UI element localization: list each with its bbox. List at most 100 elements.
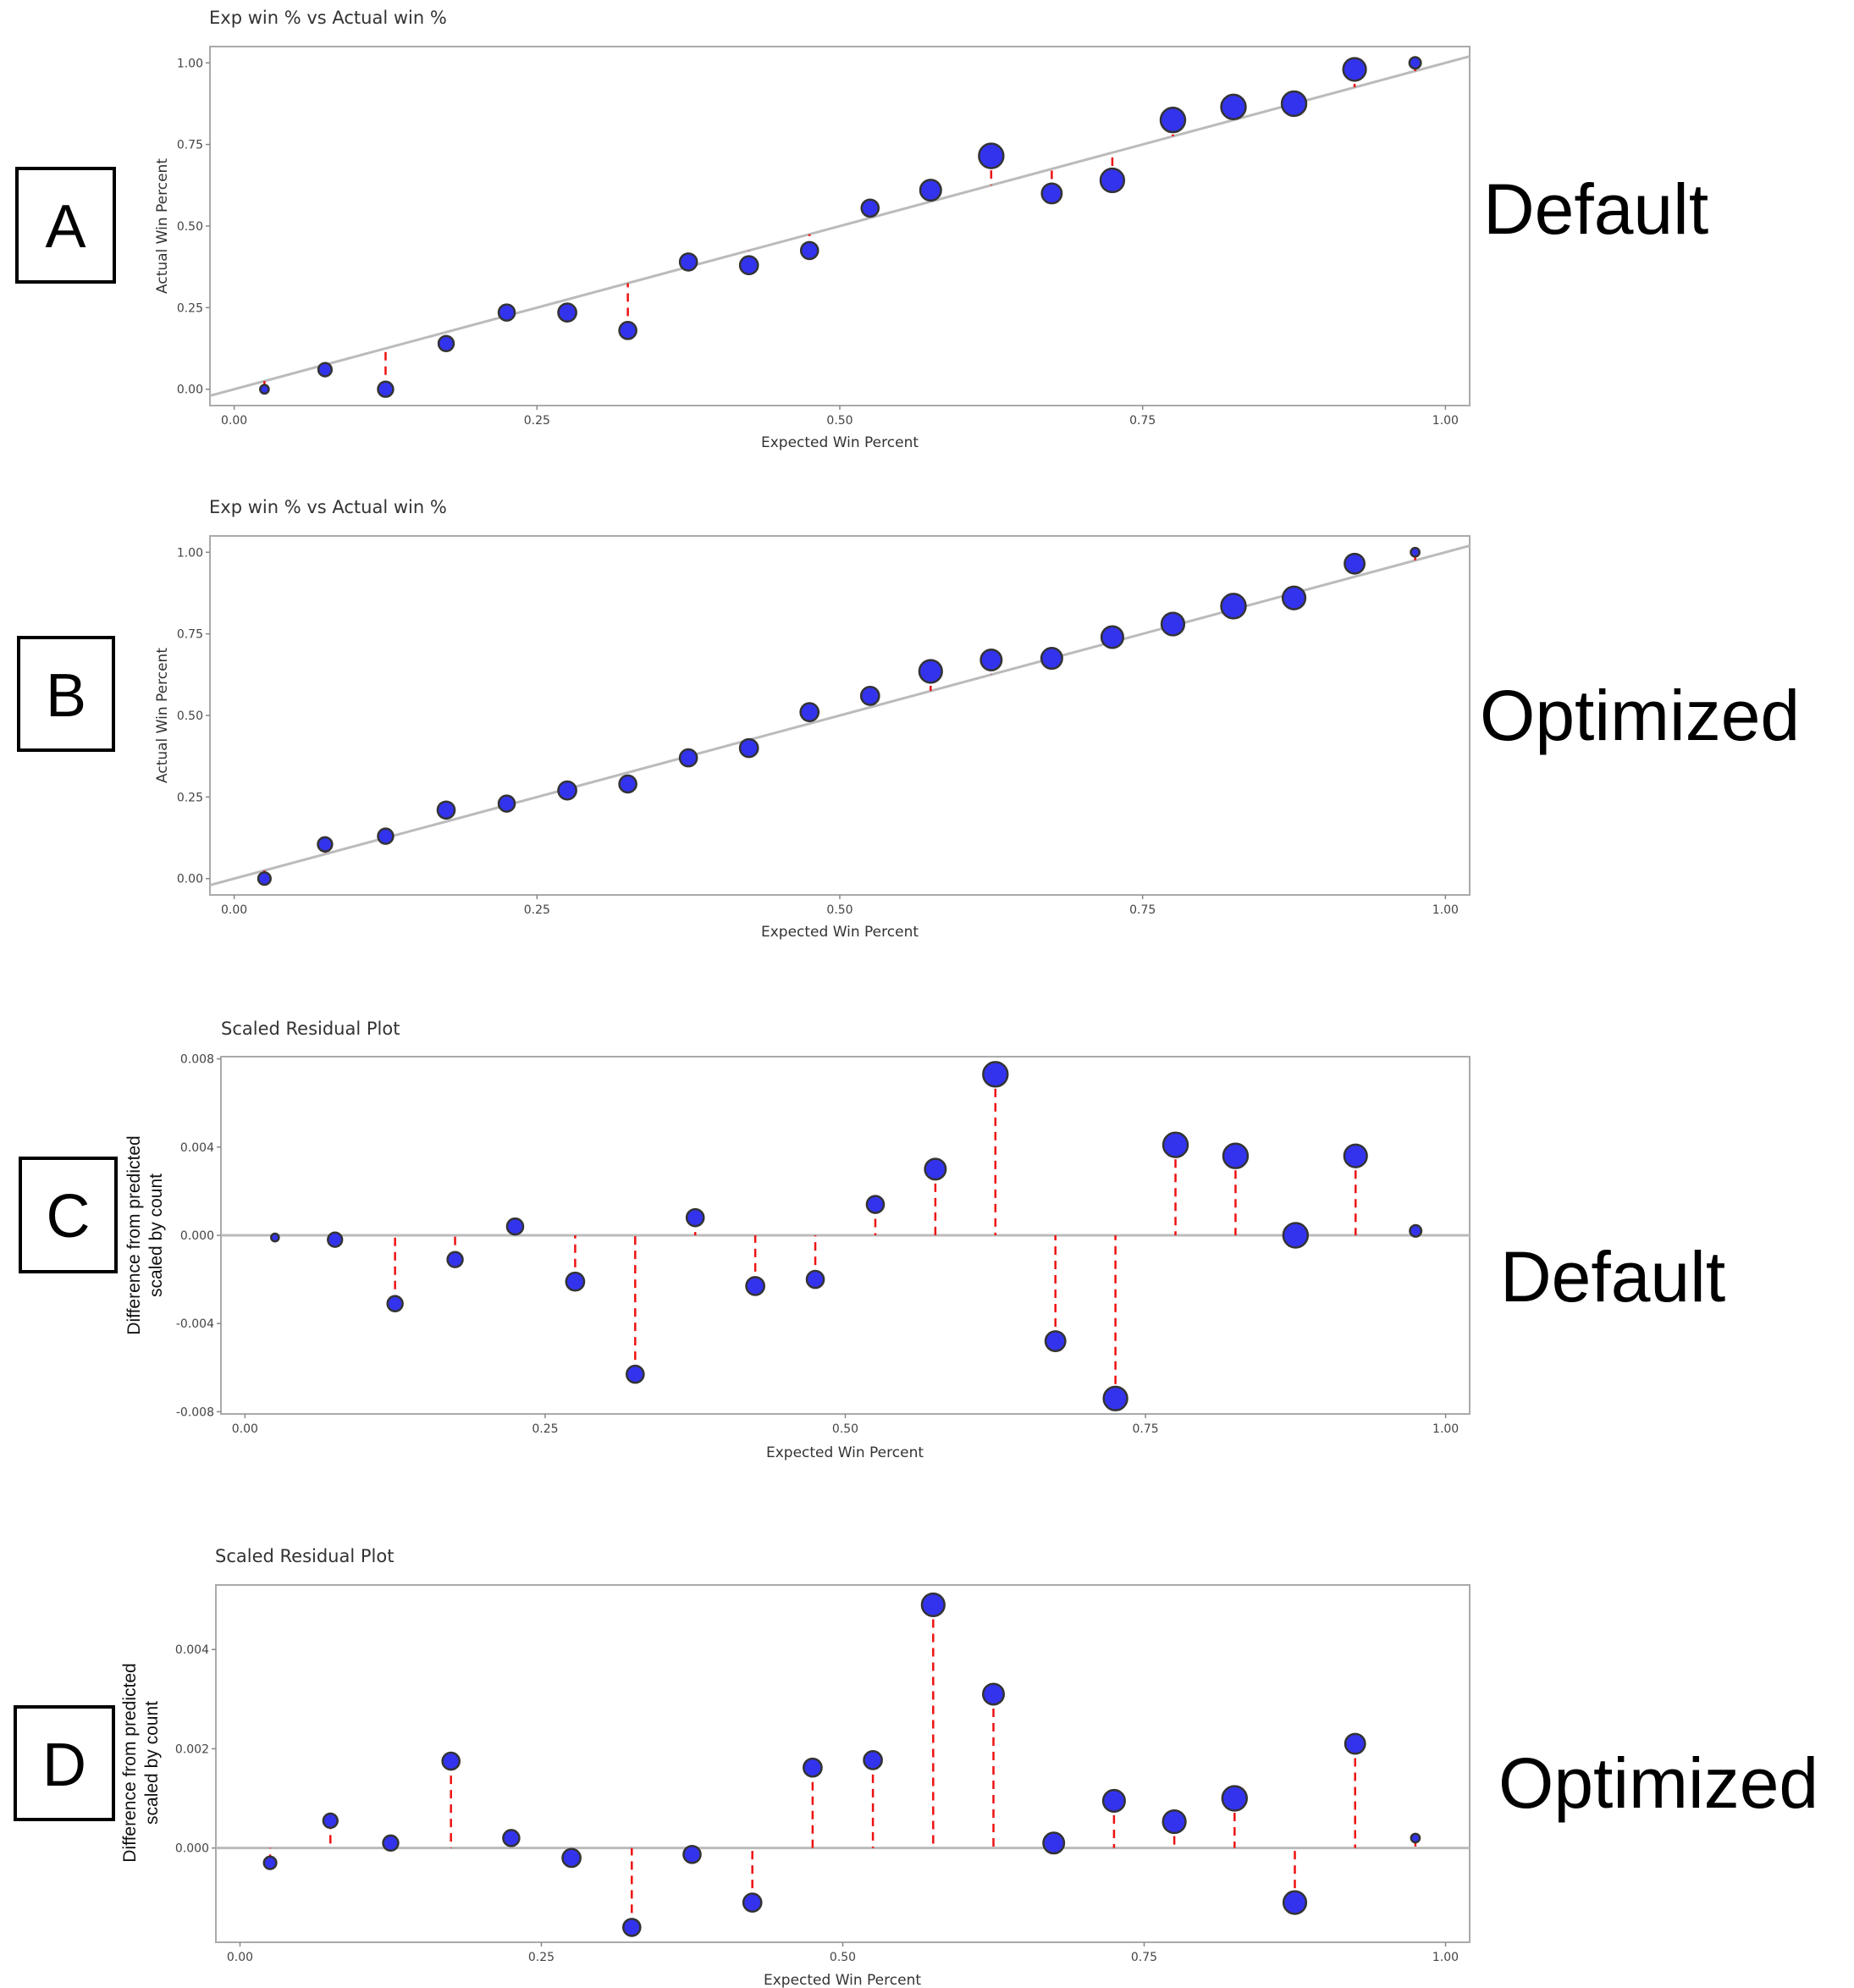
x-tick-label: 0.00 <box>221 903 247 917</box>
data-point <box>1101 1788 1126 1814</box>
data-point <box>1343 1143 1368 1168</box>
data-point <box>918 659 943 684</box>
data-point <box>377 827 395 845</box>
data-point <box>859 686 880 706</box>
data-point <box>678 252 698 272</box>
data-point <box>497 794 516 813</box>
y-axis-label: Difference from predicted scaled by coun… <box>124 1135 166 1334</box>
y-tick-label: 0.50 <box>177 220 203 234</box>
data-point <box>1410 1832 1421 1844</box>
y-tick-label: 0.25 <box>177 791 203 804</box>
data-point <box>1344 552 1366 575</box>
side-label: Optimized <box>1498 1743 1818 1823</box>
data-point <box>618 774 637 794</box>
data-point <box>1281 585 1307 610</box>
data-point <box>678 748 698 768</box>
y-tick-label: 0.002 <box>175 1742 209 1756</box>
data-point <box>317 836 334 853</box>
data-point <box>317 362 334 378</box>
data-point <box>1162 1131 1189 1158</box>
data-point <box>1044 1330 1067 1352</box>
data-point <box>1282 1890 1308 1915</box>
x-tick-label: 1.00 <box>1432 1422 1459 1436</box>
data-point <box>799 702 820 722</box>
data-point <box>1220 593 1247 620</box>
y-tick-label: 0.75 <box>177 139 203 152</box>
panel-b: Exp win % vs Actual win % 0.00 0.25 0.50 0.… <box>17 497 1800 941</box>
chart-title: Scaled Residual Plot <box>221 1019 400 1039</box>
x-tick-label: 1.00 <box>1432 903 1459 917</box>
data-point <box>377 380 395 398</box>
x-tick-label: 1.00 <box>1432 414 1459 428</box>
panel-a: Exp win % vs Actual win % 0.00 0.25 0.50 0.… <box>15 8 1708 451</box>
data-point <box>270 1232 280 1243</box>
x-tick-label: 0.00 <box>232 1422 258 1436</box>
x-tick-label: 0.25 <box>532 1422 558 1436</box>
y-tick-label: 0.008 <box>180 1053 214 1067</box>
data-point <box>505 1217 525 1236</box>
y-tick-label: 0.50 <box>177 710 203 723</box>
data-point <box>322 1812 339 1830</box>
panel-d: Scaled Residual Plot 0.00 0.25 0.50 0.75 1.0… <box>14 1546 1818 1988</box>
x-tick-label: 0.50 <box>832 1422 858 1436</box>
data-point <box>446 1251 464 1268</box>
data-point <box>982 1682 1006 1706</box>
data-point <box>682 1844 702 1864</box>
data-point <box>979 648 1003 671</box>
x-tick-label: 0.75 <box>1132 1422 1158 1436</box>
data-point <box>502 1829 521 1847</box>
data-point <box>1160 611 1186 637</box>
data-point <box>920 1592 946 1618</box>
y-tick-label: 1.00 <box>177 546 203 560</box>
y-tick-label: 1.00 <box>177 57 203 70</box>
data-point <box>557 780 577 801</box>
x-axis-label: Expected Win Percent <box>761 434 919 451</box>
x-tick-label: 0.25 <box>528 1951 555 1964</box>
y-tick-label: 0.00 <box>177 873 203 886</box>
panel-letter: C <box>47 1183 91 1251</box>
side-label: Default <box>1500 1237 1725 1317</box>
data-point <box>1040 647 1063 671</box>
data-point <box>982 1061 1009 1088</box>
x-tick-label: 1.00 <box>1432 1951 1459 1964</box>
data-point <box>1042 1831 1066 1855</box>
data-point <box>386 1295 404 1312</box>
x-tick-label: 0.75 <box>1131 1951 1157 1964</box>
data-point <box>805 1269 825 1289</box>
plot-frame <box>215 1584 1471 1943</box>
data-point <box>1342 57 1367 82</box>
y-tick-label: 0.004 <box>180 1141 214 1155</box>
data-point <box>803 1757 823 1778</box>
plot-area: 0.00 0.25 0.50 0.75 1.00 -0.008 -0.004 0.000 0.0… <box>176 1053 1470 1436</box>
y-tick-label: 0.000 <box>180 1229 214 1243</box>
plot-area: 0.00 0.25 0.50 0.75 1.00 0.00 0.25 0.50 0.75 1.00 <box>177 55 1471 428</box>
y-axis-label: Actual Win Percent <box>154 158 171 294</box>
chart-title: Exp win % vs Actual win % <box>209 497 447 517</box>
y-axis-label-line-2: scaled by count <box>146 1173 166 1297</box>
data-point <box>1162 1809 1187 1835</box>
letter-box <box>14 1705 115 1821</box>
y-tick-label: -0.004 <box>176 1317 214 1331</box>
data-point <box>1408 56 1422 70</box>
data-point <box>621 1918 642 1937</box>
data-point <box>1221 1785 1249 1812</box>
data-point <box>1220 93 1247 121</box>
data-point <box>626 1364 645 1384</box>
y-tick-label: 0.75 <box>177 628 203 642</box>
y-tick-label: -0.008 <box>176 1405 214 1419</box>
y-axis-label-line-1: Difference from predicted <box>120 1663 140 1862</box>
data-point <box>1282 1222 1310 1249</box>
plot-area: 0.00 0.25 0.50 0.75 1.00 0.00 0.25 0.50 0.75 1.00 <box>177 544 1471 917</box>
data-point <box>865 1195 886 1214</box>
x-tick-label: 0.25 <box>524 414 550 428</box>
x-tick-label: 0.00 <box>227 1951 253 1964</box>
data-point <box>919 179 942 202</box>
x-tick-label: 0.75 <box>1129 414 1156 428</box>
data-point <box>742 1892 763 1913</box>
y-axis-label: Actual Win Percent <box>154 648 171 783</box>
data-point <box>745 1276 765 1296</box>
data-point <box>1159 107 1187 134</box>
data-point <box>924 1157 947 1181</box>
data-point <box>799 240 819 261</box>
panel-letter: B <box>46 662 86 730</box>
